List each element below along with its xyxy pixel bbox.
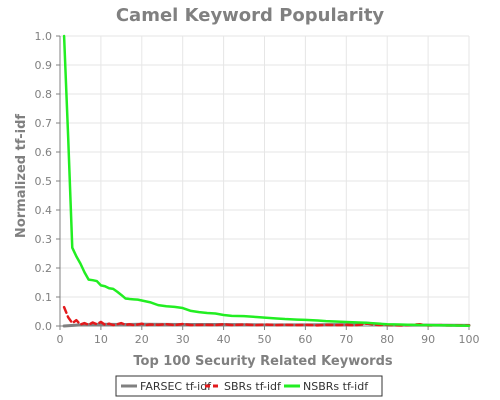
x-tick-label: 30 xyxy=(176,333,190,346)
y-tick-label: 0.2 xyxy=(35,262,53,275)
y-tick-label: 0.1 xyxy=(35,291,53,304)
x-axis-title: Top 100 Security Related Keywords xyxy=(133,354,393,369)
y-tick-label: 0.6 xyxy=(35,146,53,159)
series-line-2 xyxy=(62,34,471,327)
y-tick-label: 0.8 xyxy=(35,88,53,101)
x-tick-label: 90 xyxy=(421,333,435,346)
x-tick-label: 100 xyxy=(459,333,480,346)
x-tick-label: 80 xyxy=(380,333,394,346)
plot-area xyxy=(62,34,471,328)
series-line-1 xyxy=(62,305,471,327)
chart-title: Camel Keyword Popularity xyxy=(116,5,385,26)
x-tick-label: 20 xyxy=(135,333,149,346)
y-axis-ticks: 0.0 0.1 0.2 0.3 0.4 0.5 0.6 0.7 0.8 0.9 1.0 xyxy=(35,30,60,333)
legend-label-1: SBRs tf-idf xyxy=(224,380,282,393)
y-tick-label: 0.0 xyxy=(35,320,53,333)
x-tick-label: 60 xyxy=(298,333,312,346)
x-tick-label: 70 xyxy=(339,333,353,346)
x-tick-label: 40 xyxy=(217,333,231,346)
legend-box xyxy=(115,375,383,397)
y-tick-label: 0.3 xyxy=(35,233,53,246)
legend-label-2: NSBRs tf-idf xyxy=(303,380,369,393)
x-axis-ticks: 0 10 20 30 40 50 60 70 80 90 100 xyxy=(57,326,480,346)
y-tick-label: 0.7 xyxy=(35,117,53,130)
legend: FARSEC tf-idf SBRs tf-idf NSBRs tf-idf xyxy=(115,375,383,397)
y-tick-label: 0.5 xyxy=(35,175,53,188)
y-tick-label: 1.0 xyxy=(35,30,53,43)
x-tick-label: 0 xyxy=(57,333,64,346)
legend-label-0: FARSEC tf-idf xyxy=(140,380,212,393)
x-tick-label: 10 xyxy=(94,333,108,346)
grid-lines xyxy=(59,35,470,327)
y-tick-label: 0.4 xyxy=(35,204,53,217)
y-tick-label: 0.9 xyxy=(35,59,53,72)
x-tick-label: 50 xyxy=(258,333,272,346)
y-axis-title: Normalized tf-idf xyxy=(14,114,29,238)
